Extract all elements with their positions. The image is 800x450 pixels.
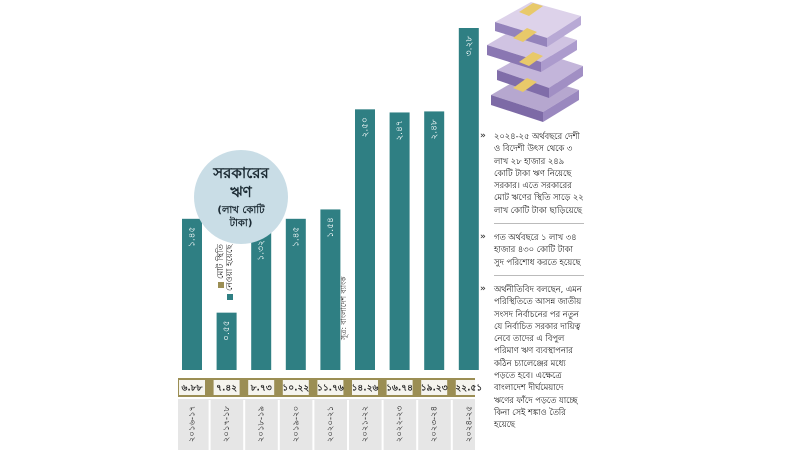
total-value-box <box>352 380 378 395</box>
total-value-label: ১৬.৭৪ <box>386 384 413 394</box>
bar-borrowed <box>355 109 375 370</box>
note-bullet-icon: » <box>480 232 486 243</box>
year-tick-label: ২০১৮-১৯ <box>257 405 267 442</box>
year-tick-label: ২০২০-২১ <box>326 406 336 442</box>
bar-borrowed <box>458 28 479 370</box>
year-band <box>178 399 475 450</box>
total-value-label: ৮.৭৩ <box>250 384 272 394</box>
total-value-label: ৭.৪২ <box>216 384 237 394</box>
year-tick-label: ২০২৩-২৪ <box>430 406 440 442</box>
note-2: » গত অর্থবছরে ১ লাখ ৩৪ হাজার ৪৩০ কোটি টা… <box>480 231 584 268</box>
bar-borrowed <box>320 209 341 370</box>
bar-value-label: ২.৪৭ <box>395 120 405 140</box>
chart-title-badge: সরকারের ঋণ (লাখ কোটি টাকা) <box>194 150 288 244</box>
notes-panel: » ২০২৪-২৫ অর্থবছরে দেশী ও বিদেশী উৎস থেক… <box>480 130 584 431</box>
bar-value-label: ১.৪৫ <box>291 227 301 247</box>
year-tick-label: ২০২১-২২ <box>361 405 371 442</box>
total-value-box <box>282 380 309 395</box>
total-value-box <box>421 380 448 395</box>
year-tick-label: ২০১৭-১৮ <box>222 405 232 442</box>
bar-value-label: ১.৫৪ <box>326 217 336 237</box>
note-2-text: গত অর্থবছরে ১ লাখ ৩৪ হাজার ৪৩০ কোটি টাকা… <box>494 232 581 267</box>
bar-value-label: ২.৫০ <box>361 117 371 137</box>
note-1-text: ২০২৪-২৫ অর্থবছরে দেশী ও বিদেশী উৎস থেকে … <box>494 131 584 215</box>
bar-value-label: ৩.২৮ <box>464 36 474 57</box>
note-1: » ২০২৪-২৫ অর্থবছরে দেশী ও বিদেশী উৎস থেক… <box>480 130 584 216</box>
bar-value-label: ০.৫৫ <box>222 320 232 340</box>
legend-item-borrowed: নেওয়া হয়েছে <box>223 245 237 300</box>
legend-label-borrowed: নেওয়া হয়েছে <box>225 244 235 291</box>
bar-value-label: ১.৪৫ <box>188 227 198 247</box>
legend-swatch-borrowed <box>227 294 233 300</box>
note-bullet-icon: » <box>480 283 486 294</box>
total-value-box <box>248 380 275 395</box>
total-value-box <box>455 380 482 395</box>
note-divider <box>494 274 584 276</box>
total-value-label: ১৪.২৬ <box>352 384 379 394</box>
note-3-text: অর্থনীতিবিদ বলছেন, এমন পরিস্থিতিতে আসন্ন… <box>494 283 582 430</box>
bar-value-label: ২.৪৮ <box>430 119 440 140</box>
bar-borrowed <box>251 232 272 370</box>
total-value-label: ১৯.২৩ <box>421 384 448 394</box>
year-tick-label: ২০২৪-২৫ <box>464 406 474 442</box>
source-note: সূত্র: বাংলাদেশ ব্যাংক <box>339 276 348 341</box>
total-value-label: ২২.৫১ <box>455 384 482 394</box>
total-value-label: ১০.২২ <box>282 384 309 394</box>
bar-borrowed <box>285 218 306 370</box>
year-tick-label: ২০১৯-২০ <box>291 406 301 442</box>
total-value-box <box>317 380 344 395</box>
note-bullet-icon: » <box>480 131 486 141</box>
note-3: » অর্থনীতিবিদ বলছেন, এমন পরিস্থিতিতে আসন… <box>480 283 584 431</box>
banknote-stack-icon <box>487 2 583 122</box>
bar-borrowed <box>424 111 445 370</box>
total-value-label: ১১.৭৬ <box>317 384 344 394</box>
total-value-box <box>213 380 240 395</box>
bar-borrowed <box>389 112 410 371</box>
total-value-label: ৬.৮৮ <box>182 384 203 394</box>
chart-title: সরকারের ঋণ <box>213 164 269 201</box>
year-tick-label: ২০২২-২৩ <box>395 405 405 442</box>
bar-borrowed <box>182 218 202 370</box>
bar-borrowed <box>216 312 237 370</box>
total-value-box <box>179 380 205 395</box>
note-divider <box>494 223 584 225</box>
total-value-box <box>386 380 413 395</box>
year-tick-label: ২০১৬-১৭ <box>188 406 198 442</box>
chart-unit: (লাখ কোটি টাকা) <box>217 204 265 229</box>
legend: মোট স্থিতি নেওয়া হয়েছে <box>214 218 235 300</box>
bar-value-label: ১.৩২ <box>257 240 267 261</box>
